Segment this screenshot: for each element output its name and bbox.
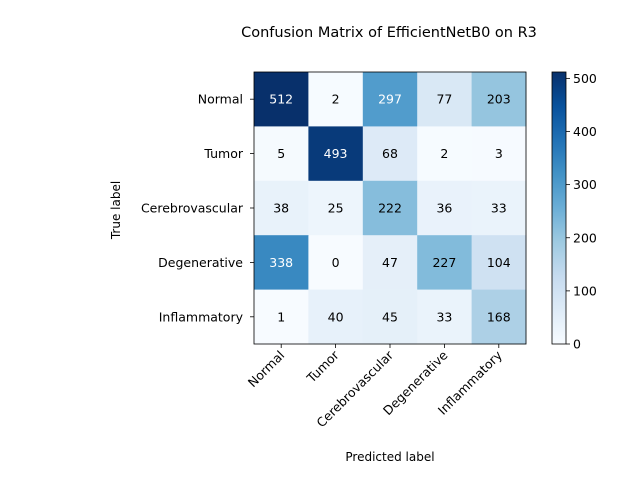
colorbar-tick-label: 100 — [573, 283, 597, 298]
matrix-cell — [254, 72, 309, 127]
cell-value-label: 203 — [487, 92, 511, 107]
cell-value-label: 38 — [273, 201, 289, 216]
matrix-cell — [417, 180, 473, 236]
matrix-cell — [417, 126, 473, 182]
cell-value-label: 3 — [495, 146, 503, 161]
colorbar-tick-label: 0 — [573, 337, 581, 352]
matrix-cell — [254, 289, 309, 345]
x-tick-label: Tumor — [303, 347, 342, 386]
matrix-cell — [362, 180, 418, 236]
matrix-cell — [308, 72, 364, 127]
cell-value-label: 77 — [436, 92, 452, 107]
matrix-cell — [417, 72, 473, 127]
cell-value-label: 68 — [382, 146, 398, 161]
cell-value-label: 104 — [487, 255, 511, 270]
matrix-cell — [308, 235, 364, 291]
y-tick-label: Inflammatory — [159, 309, 244, 324]
matrix-cell — [471, 235, 527, 291]
cell-value-label: 36 — [436, 201, 452, 216]
colorbar — [551, 71, 567, 345]
cell-value-label: 338 — [269, 255, 293, 270]
matrix-cell — [362, 126, 418, 182]
cell-value-label: 297 — [378, 92, 402, 107]
cell-value-label: 45 — [382, 309, 398, 324]
x-tick-label: Normal — [245, 348, 288, 391]
cell-value-label: 2 — [440, 146, 448, 161]
matrix-cell — [308, 289, 364, 345]
colorbar-tick-label: 500 — [573, 71, 597, 86]
matrix-cell — [471, 126, 527, 182]
y-tick-label: Cerebrovascular — [141, 201, 244, 216]
cell-value-label: 227 — [432, 255, 456, 270]
matrix-cell — [417, 289, 473, 345]
cell-value-label: 222 — [378, 201, 402, 216]
cell-value-label: 47 — [382, 255, 398, 270]
cell-value-label: 493 — [324, 146, 348, 161]
matrix-cell — [471, 72, 527, 127]
matrix-cell — [254, 180, 309, 236]
matrix-cell — [362, 289, 418, 345]
matrix-cell — [308, 180, 364, 236]
cell-value-label: 33 — [491, 201, 507, 216]
colorbar-tick-label: 400 — [573, 124, 597, 139]
x-tick-labels: Normal TumorCerebrovascularDegenerativeIn… — [245, 344, 505, 430]
colorbar-tick-label: 300 — [573, 177, 597, 192]
chart-title: Confusion Matrix of EfficientNetB0 on R3 — [241, 25, 537, 41]
cell-value-label: 512 — [269, 92, 293, 107]
matrix-cell — [471, 180, 527, 236]
cell-value-label: 33 — [436, 309, 452, 324]
matrix-cell — [471, 289, 527, 345]
x-axis-label: Predicted label — [345, 450, 434, 464]
cell-value-label: 1 — [277, 309, 285, 324]
colorbar-tick-label: 200 — [573, 230, 597, 245]
colorbar-ticks: 0 100 200 300 400 500 — [566, 71, 597, 352]
cell-value-label: 40 — [328, 309, 344, 324]
cell-value-label: 5 — [277, 146, 285, 161]
y-axis-label: True label — [109, 181, 123, 240]
y-tick-label: Degenerative — [158, 255, 243, 270]
cell-value-label: 168 — [487, 309, 511, 324]
y-tick-label: Normal — [198, 92, 243, 107]
cell-value-label: 2 — [332, 92, 340, 107]
matrix-cell — [362, 235, 418, 291]
matrix-cell — [362, 72, 418, 127]
y-tick-labels: Normal Tumor Cerebrovascular Degenerative In… — [141, 92, 254, 324]
matrix-cell — [254, 235, 309, 291]
y-tick-label: Tumor — [203, 146, 243, 161]
cell-value-label: 25 — [328, 201, 344, 216]
cell-value-label: 0 — [332, 255, 340, 270]
matrix-cell — [308, 126, 364, 182]
matrix-cell — [254, 126, 309, 182]
matrix-cell — [417, 235, 473, 291]
